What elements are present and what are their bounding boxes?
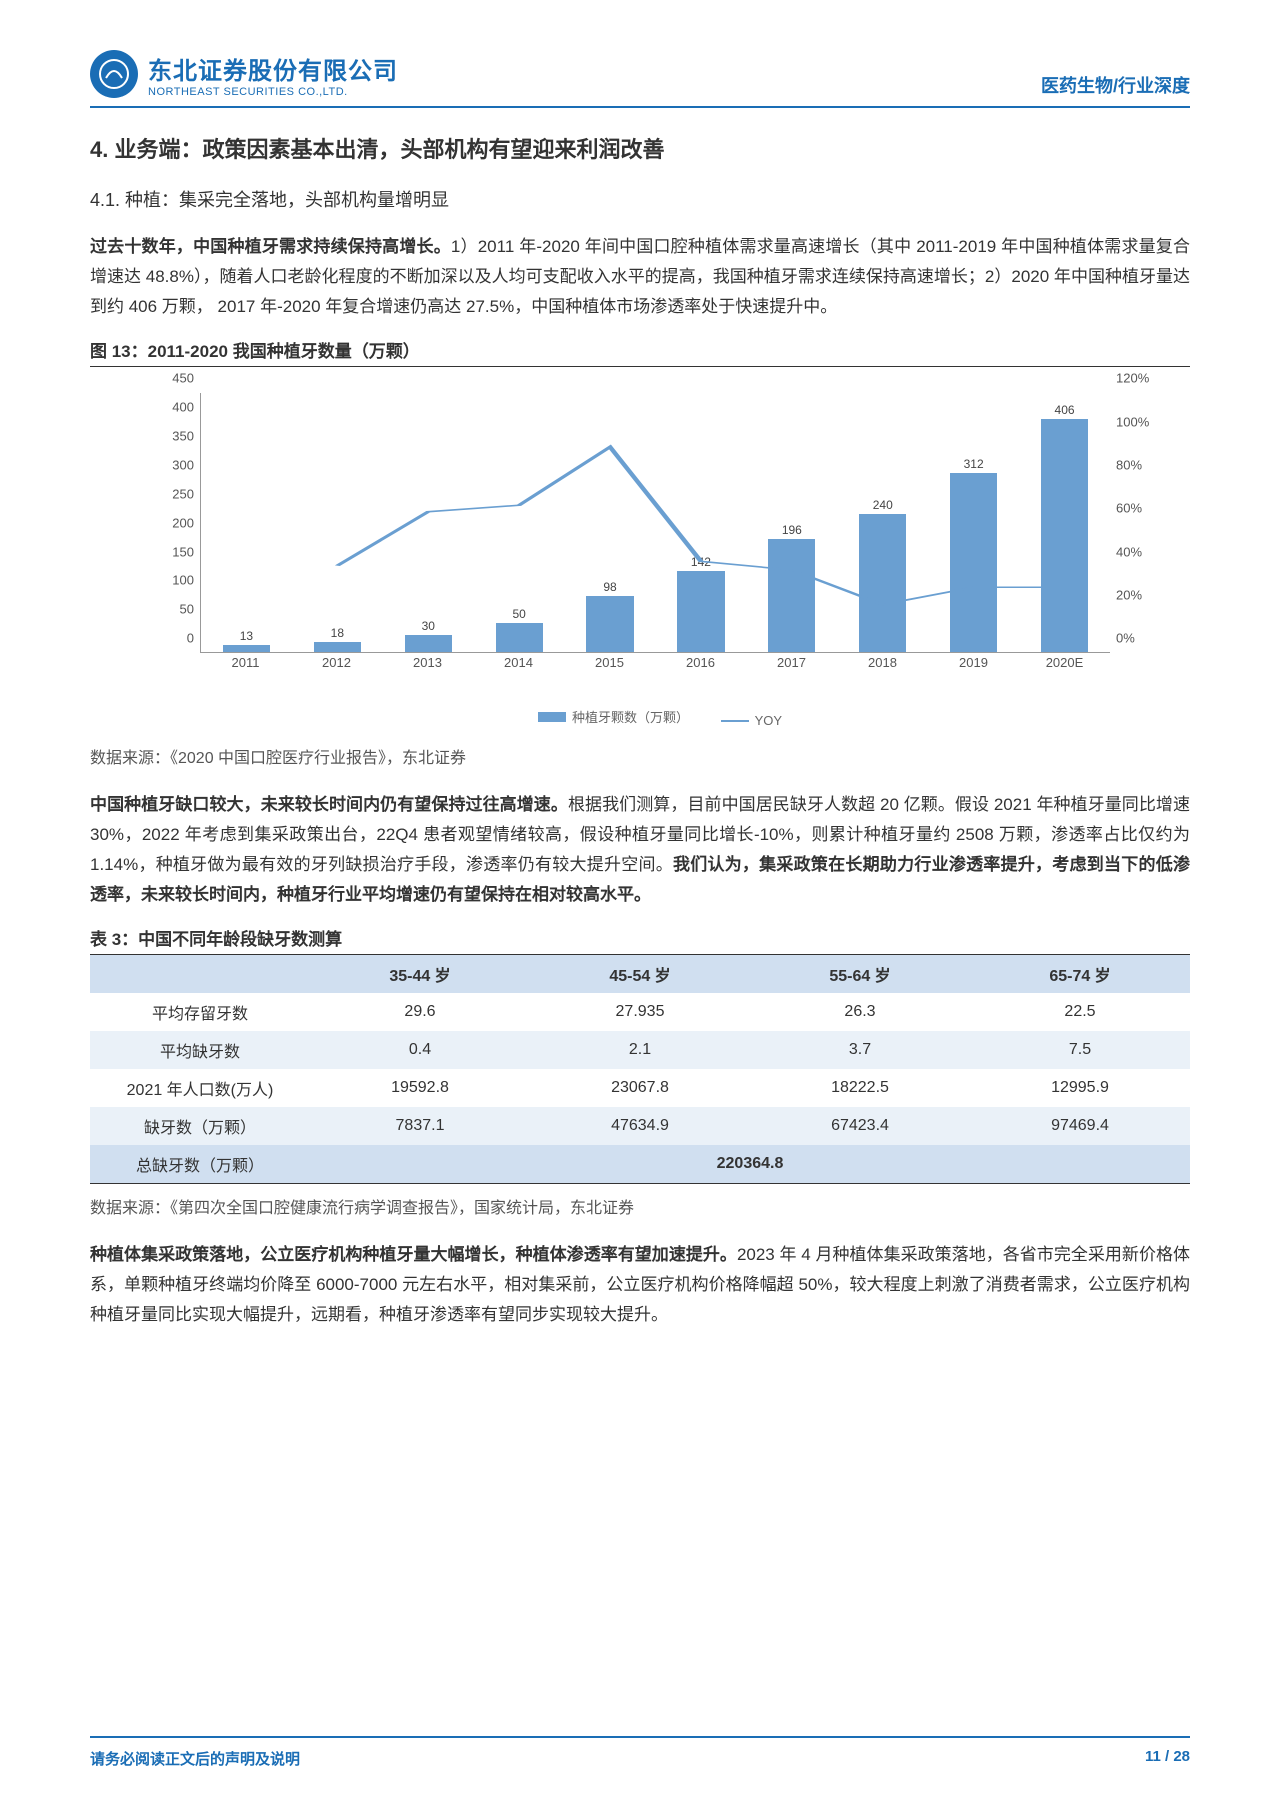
doc-category: 医药生物/行业深度	[1041, 72, 1190, 98]
logo-text: 东北证券股份有限公司 NORTHEAST SECURITIES CO.,LTD.	[148, 51, 398, 98]
company-name-en: NORTHEAST SECURITIES CO.,LTD.	[148, 86, 398, 98]
footer-disclaimer: 请务必阅读正文后的声明及说明	[90, 1748, 300, 1769]
legend-line-label: YOY	[755, 713, 782, 728]
legend-line-swatch	[721, 720, 749, 722]
page-footer: 请务必阅读正文后的声明及说明 11 / 28	[90, 1736, 1190, 1769]
figure-13-title: 图 13：2011-2020 我国种植牙数量（万颗）	[90, 337, 1190, 367]
figure-13-chart: 050100150200250300350400450 0%20%40%60%8…	[90, 377, 1190, 734]
table-3-title: 表 3：中国不同年龄段缺牙数测算	[90, 925, 1190, 955]
legend-line-item: YOY	[721, 713, 782, 728]
footer-page-number: 11 / 28	[1145, 1748, 1190, 1769]
company-name-cn: 东北证券股份有限公司	[148, 51, 398, 86]
subsection-num: 4.1.	[90, 190, 120, 210]
section-num: 4.	[90, 137, 108, 162]
paragraph-1: 过去十数年，中国种植牙需求持续保持高增长。1）2011 年-2020 年间中国口…	[90, 232, 1190, 321]
legend-bar-label: 种植牙颗数（万颗）	[572, 707, 689, 726]
para2-lead: 中国种植牙缺口较大，未来较长时间内仍有望保持过往高增速。	[90, 795, 568, 814]
company-logo: 东北证券股份有限公司 NORTHEAST SECURITIES CO.,LTD.	[90, 50, 398, 98]
logo-icon	[90, 50, 138, 98]
table-3-source: 数据来源：《第四次全国口腔健康流行病学调查报告》，国家统计局，东北证券	[90, 1194, 1190, 1218]
para1-lead: 过去十数年，中国种植牙需求持续保持高增长。	[90, 237, 451, 256]
page-header: 东北证券股份有限公司 NORTHEAST SECURITIES CO.,LTD.…	[90, 50, 1190, 108]
para3-lead: 种植体集采政策落地，公立医疗机构种植牙量大幅增长，种植体渗透率有望加速提升。	[90, 1245, 737, 1264]
subsection-text: 种植：集采完全落地，头部机构量增明显	[125, 190, 449, 210]
legend-bar-swatch	[538, 712, 566, 722]
section-title: 4. 业务端：政策因素基本出清，头部机构有望迎来利润改善	[90, 132, 1190, 164]
section-text: 业务端：政策因素基本出清，头部机构有望迎来利润改善	[114, 137, 664, 162]
subsection-title: 4.1. 种植：集采完全落地，头部机构量增明显	[90, 186, 1190, 212]
legend-bar-item: 种植牙颗数（万颗）	[538, 707, 689, 726]
table-3: 35-44 岁45-54 岁55-64 岁65-74 岁 平均存留牙数29.62…	[90, 955, 1190, 1183]
paragraph-2: 中国种植牙缺口较大，未来较长时间内仍有望保持过往高增速。根据我们测算，目前中国居…	[90, 790, 1190, 909]
chart-legend: 种植牙颗数（万颗） YOY	[160, 707, 1160, 728]
paragraph-3: 种植体集采政策落地，公立医疗机构种植牙量大幅增长，种植体渗透率有望加速提升。20…	[90, 1240, 1190, 1329]
figure-13-source: 数据来源：《2020 中国口腔医疗行业报告》，东北证券	[90, 744, 1190, 768]
